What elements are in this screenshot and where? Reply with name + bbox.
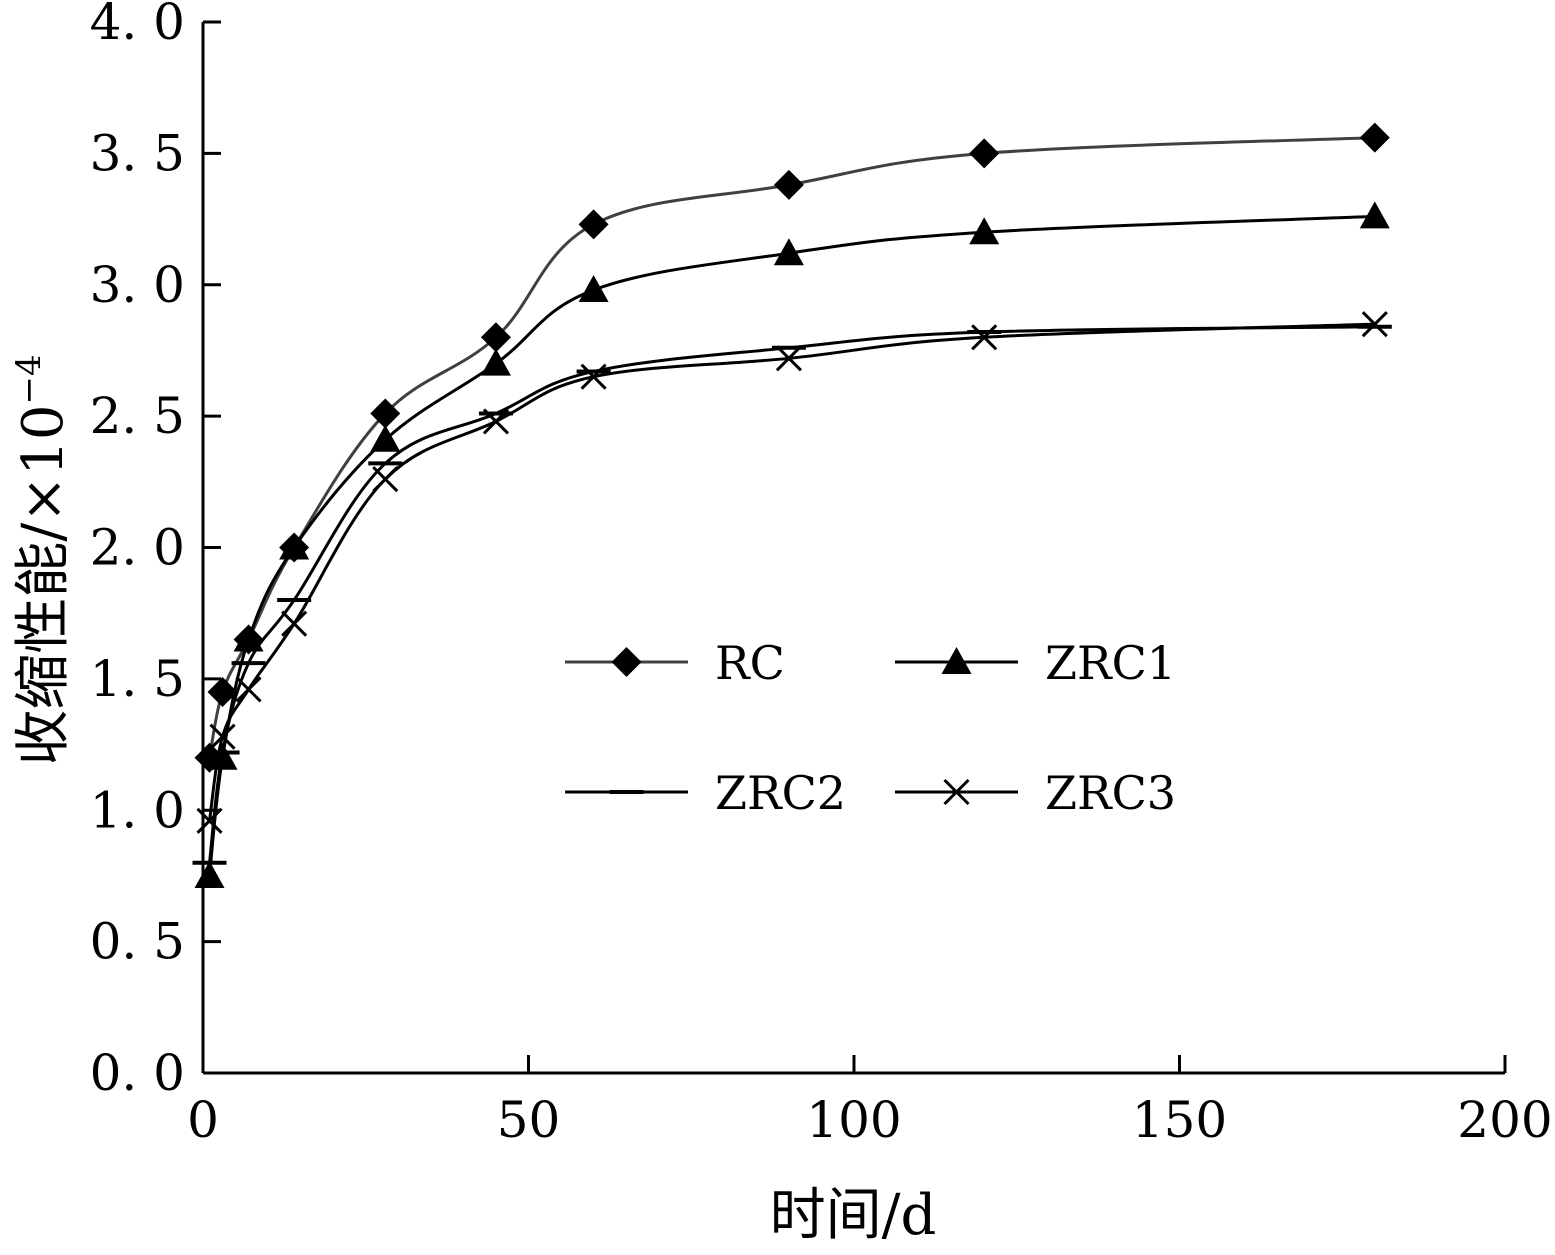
y-tick-label: 1. 0: [90, 781, 185, 839]
legend: RC ZRC1 ZRC2 ZRC3: [565, 636, 1176, 820]
data-point-rc: [1359, 122, 1390, 153]
data-point-rc: [578, 209, 609, 240]
data-point-zrc3: [482, 408, 510, 435]
data-point-zrc1: [480, 348, 511, 376]
data-point-rc: [207, 677, 238, 708]
legend-item-rc: RC: [565, 636, 785, 690]
y-axis-title-group: 收缩性能/×10−4: [9, 354, 76, 765]
x-tick-label: 0: [187, 1091, 219, 1149]
y-tick-label: 0. 5: [90, 913, 185, 971]
y-tick-label: 4. 0: [90, 0, 185, 51]
legend-marker-rc: [611, 647, 642, 677]
legend-marker-zrc3: [943, 778, 970, 806]
x-tick-label: 50: [497, 1091, 561, 1149]
legend-label-rc: RC: [715, 636, 785, 690]
data-point-zrc1: [969, 217, 1000, 245]
legend-marker-zrc1: [941, 647, 972, 674]
series-markers: [192, 122, 1392, 888]
y-tick-label: 2. 5: [90, 387, 185, 445]
data-point-zrc3: [1361, 311, 1388, 338]
data-point-zrc3: [580, 363, 607, 390]
legend-item-zrc3: ZRC3: [895, 766, 1176, 820]
y-tick-label: 1. 5: [90, 650, 185, 708]
axes: 0. 0 0. 5 1. 0 1. 5 2. 0 2. 5 3. 0 3. 5 4. 0 0 50 1…: [90, 0, 1553, 1149]
data-point-rc: [969, 138, 1000, 169]
data-point-zrc1: [1359, 201, 1390, 229]
x-tick-label: 150: [1132, 1091, 1227, 1149]
data-point-zrc3: [209, 723, 236, 750]
series-line-zrc3: [208, 322, 1375, 821]
x-tick-label: 200: [1457, 1091, 1552, 1149]
data-point-zrc3: [372, 466, 399, 493]
legend-item-zrc2: ZRC2: [565, 766, 846, 820]
data-point-zrc3: [971, 324, 998, 351]
data-point-zrc3: [775, 345, 802, 372]
data-point-rc: [480, 322, 511, 353]
data-point-zrc3: [235, 676, 262, 703]
y-tick-label: 0. 0: [90, 1044, 185, 1102]
data-point-zrc1: [194, 860, 225, 888]
data-point-zrc1: [233, 624, 264, 652]
data-point-rc: [773, 169, 804, 200]
x-tick-label: 100: [806, 1091, 901, 1149]
legend-label-zrc3: ZRC3: [1045, 766, 1176, 820]
y-axis-title: 收缩性能/×10−4: [9, 354, 76, 765]
y-tick-label: 3. 0: [90, 256, 185, 314]
data-point-rc: [370, 398, 401, 429]
x-axis-title: 时间/d: [770, 1183, 937, 1248]
legend-label-zrc2: ZRC2: [715, 766, 846, 820]
y-tick-label: 3. 5: [90, 124, 185, 182]
data-point-zrc1: [370, 424, 401, 452]
data-point-zrc1: [279, 532, 310, 560]
legend-label-zrc1: ZRC1: [1045, 636, 1176, 690]
data-point-zrc3: [196, 807, 223, 834]
data-point-zrc1: [578, 275, 609, 303]
data-point-zrc1: [773, 238, 804, 266]
data-point-zrc1: [207, 742, 238, 770]
data-point-zrc3: [281, 610, 308, 637]
y-tick-label: 2. 0: [90, 519, 185, 577]
legend-item-zrc1: ZRC1: [895, 636, 1176, 690]
